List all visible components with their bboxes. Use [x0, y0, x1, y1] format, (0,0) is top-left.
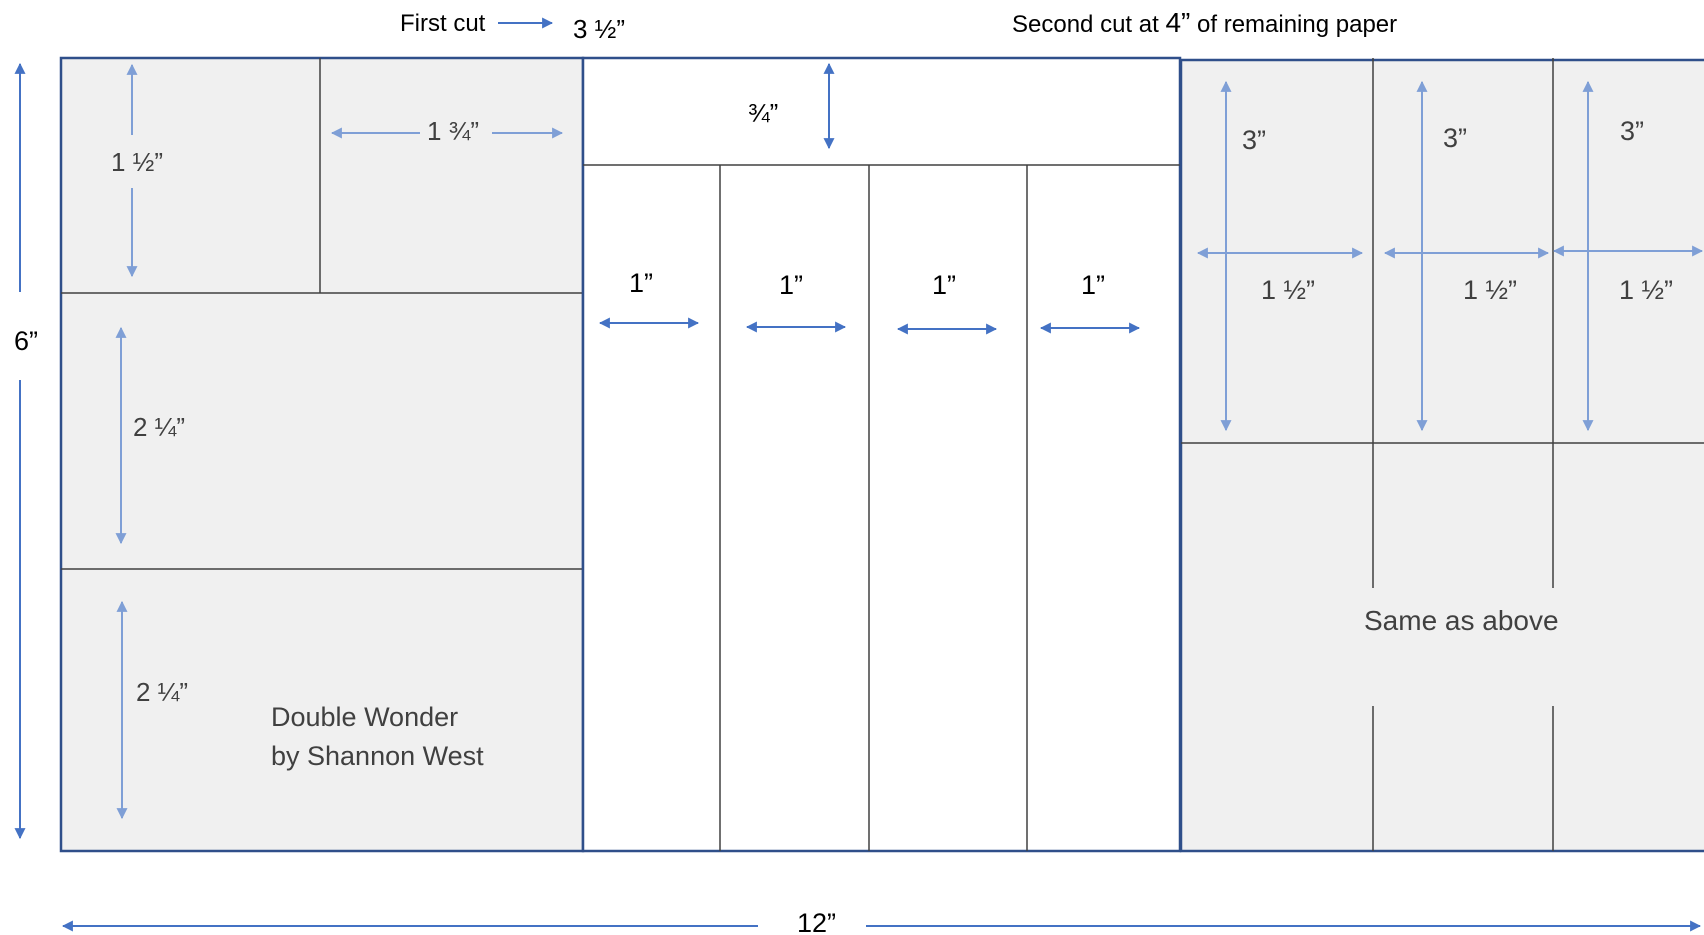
strip-width-label-3: 1”: [932, 270, 956, 300]
right-cell-2-height-label: 3”: [1443, 123, 1467, 153]
left-bottom-height-label: 2 ¼”: [136, 677, 188, 707]
right-section: 3” 1 ½” 3” 1 ½” 3” 1 ½” Same as above: [1179, 58, 1704, 853]
right-cell-1-width-label: 1 ½”: [1261, 275, 1315, 305]
height-label: 6”: [14, 326, 38, 356]
first-cut-value: 3 ½”: [573, 14, 625, 44]
width-label: 12”: [797, 908, 836, 935]
strip-width-label-1: 1”: [629, 268, 653, 298]
strip-width-label-4: 1”: [1081, 270, 1105, 300]
left-section: 1 ½” 1 ¾” 2 ¼” 2 ¼” Double Wonder by Sha…: [59, 56, 585, 853]
right-cell-3-height-label: 3”: [1620, 116, 1644, 146]
first-cut-label: First cut: [400, 10, 486, 37]
left-top-height-label: 1 ½”: [111, 147, 163, 177]
second-cut-label: Second cut at 4” of remaining paper: [1012, 7, 1397, 38]
right-section-panel: [1179, 58, 1704, 853]
middle-section-panel: [581, 56, 1182, 853]
right-cell-2-width-label: 1 ½”: [1463, 275, 1517, 305]
title-line-2: by Shannon West: [271, 741, 484, 771]
left-top-width-label: 1 ¾”: [427, 116, 479, 146]
right-cell-1-height-label: 3”: [1242, 125, 1266, 155]
title-line-1: Double Wonder: [271, 702, 458, 732]
right-cell-3-width-label: 1 ½”: [1619, 275, 1673, 305]
strip-width-label-2: 1”: [779, 270, 803, 300]
left-middle-height-label: 2 ¼”: [133, 412, 185, 442]
right-bottom-note: Same as above: [1364, 605, 1559, 636]
middle-header-height-label: ¾”: [748, 98, 778, 128]
middle-section: ¾” 1” 1” 1” 1”: [581, 56, 1182, 853]
left-section-panel: [59, 56, 585, 853]
